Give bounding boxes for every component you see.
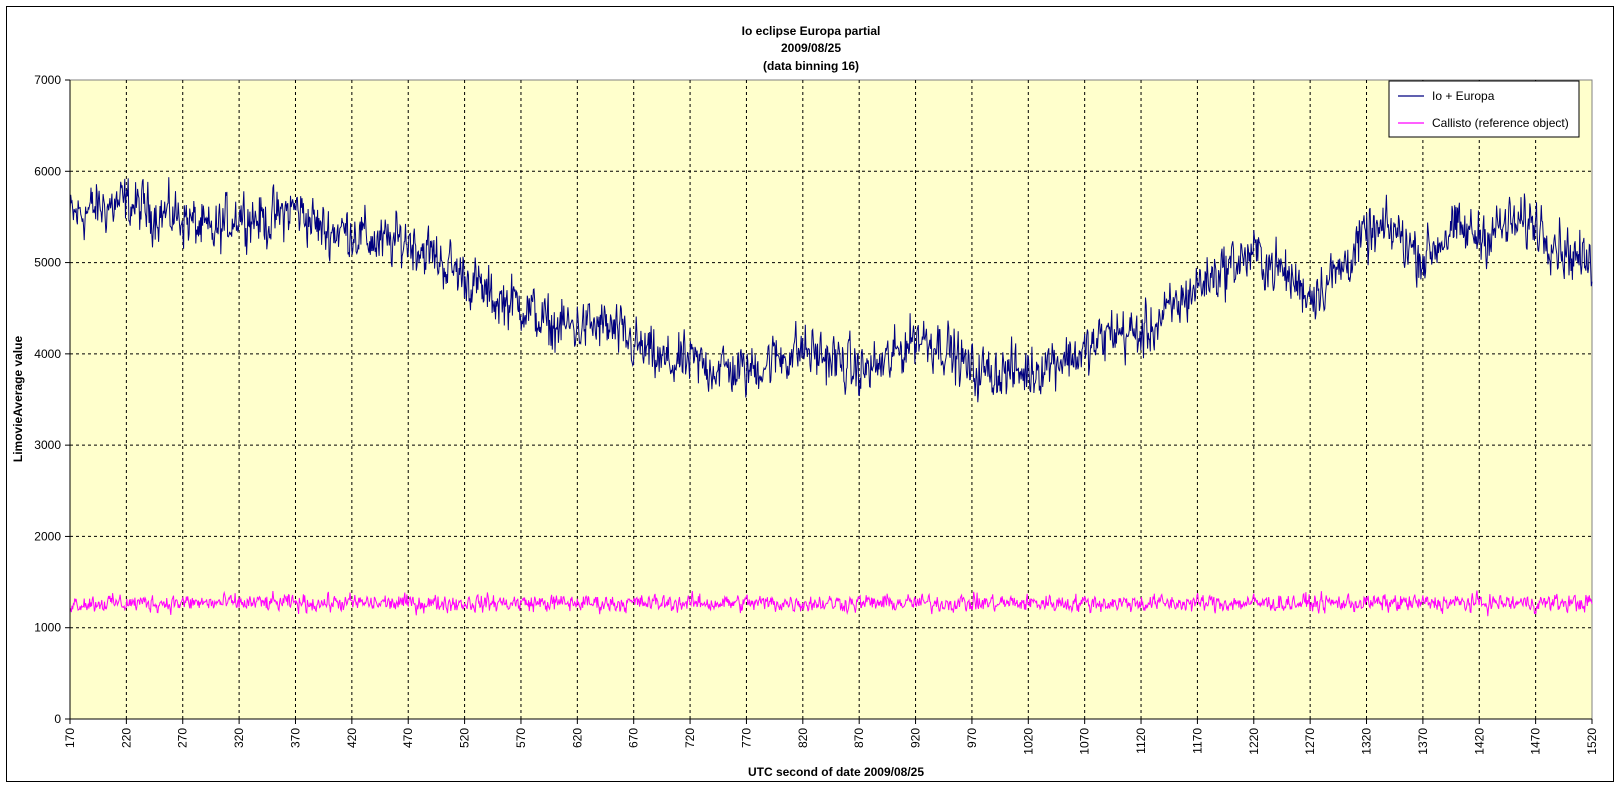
x-tick-label: 820 (796, 728, 810, 748)
x-ticks: 170 220 270 320 370 420 470 520 570 620 670 720 770 8… (63, 719, 1599, 755)
grid-lines (70, 80, 1592, 719)
x-tick-label: 1120 (1134, 728, 1148, 754)
x-tick-label: 170 (63, 728, 77, 748)
x-tick-label: 1520 (1585, 728, 1599, 755)
y-axis-label: LimovieAverage value (11, 336, 25, 463)
x-tick-label: 420 (345, 728, 359, 748)
x-tick-label: 970 (965, 728, 979, 748)
x-tick-label: 1070 (1078, 728, 1092, 755)
x-axis-label: UTC second of date 2009/08/25 (748, 765, 924, 779)
x-tick-label: 370 (288, 728, 302, 748)
x-tick-label: 270 (176, 728, 190, 748)
y-tick-label: 7000 (34, 73, 61, 87)
x-tick-label: 720 (683, 728, 697, 748)
legend: Io + Europa Callisto (reference object) (1388, 80, 1580, 138)
series-group (69, 177, 1593, 617)
chart-title-line-3: (data binning 16) (763, 59, 859, 73)
y-tick-label: 2000 (34, 529, 61, 543)
chart-title-line-2: 2009/08/25 (781, 41, 841, 55)
x-tick-label: 320 (232, 728, 246, 748)
x-tick-label: 570 (514, 728, 528, 748)
legend-label-io-europa: Io + Europa (1432, 89, 1495, 103)
x-tick-label: 670 (627, 728, 641, 748)
y-ticks: 0 1000 2000 3000 4000 5000 6000 7000 (34, 73, 70, 726)
x-tick-label: 1170 (1190, 728, 1204, 754)
plot-area (69, 79, 1593, 720)
y-tick-label: 6000 (34, 164, 61, 178)
x-tick-label: 1320 (1360, 728, 1374, 755)
legend-box (1388, 80, 1580, 138)
legend-label-callisto: Callisto (reference object) (1432, 116, 1569, 130)
x-tick-label: 920 (909, 728, 923, 748)
x-tick-label: 470 (401, 728, 415, 748)
x-tick-label: 1370 (1416, 728, 1430, 755)
x-tick-label: 1020 (1021, 728, 1035, 755)
x-tick-label: 1470 (1529, 728, 1543, 755)
x-tick-label: 870 (852, 728, 866, 748)
x-tick-label: 1220 (1247, 728, 1261, 755)
x-tick-label: 520 (458, 728, 472, 748)
x-tick-label: 220 (119, 728, 133, 748)
y-tick-label: 3000 (34, 438, 61, 452)
chart-title-line-1: Io eclipse Europa partial (742, 24, 881, 38)
x-tick-label: 620 (570, 728, 584, 748)
series-line-1 (69, 590, 1593, 617)
x-tick-label: 1270 (1303, 728, 1317, 755)
series-line-0 (69, 177, 1593, 403)
y-tick-label: 5000 (34, 256, 61, 270)
x-tick-label: 770 (739, 728, 753, 748)
x-tick-label: 1420 (1472, 728, 1486, 755)
y-tick-label: 1000 (34, 621, 61, 635)
y-tick-label: 4000 (34, 347, 61, 361)
y-tick-label: 0 (54, 712, 61, 726)
